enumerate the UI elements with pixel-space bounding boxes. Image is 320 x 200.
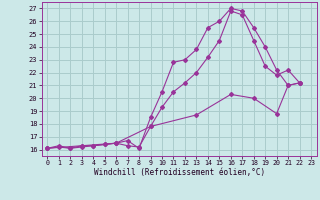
X-axis label: Windchill (Refroidissement éolien,°C): Windchill (Refroidissement éolien,°C) (94, 168, 265, 177)
